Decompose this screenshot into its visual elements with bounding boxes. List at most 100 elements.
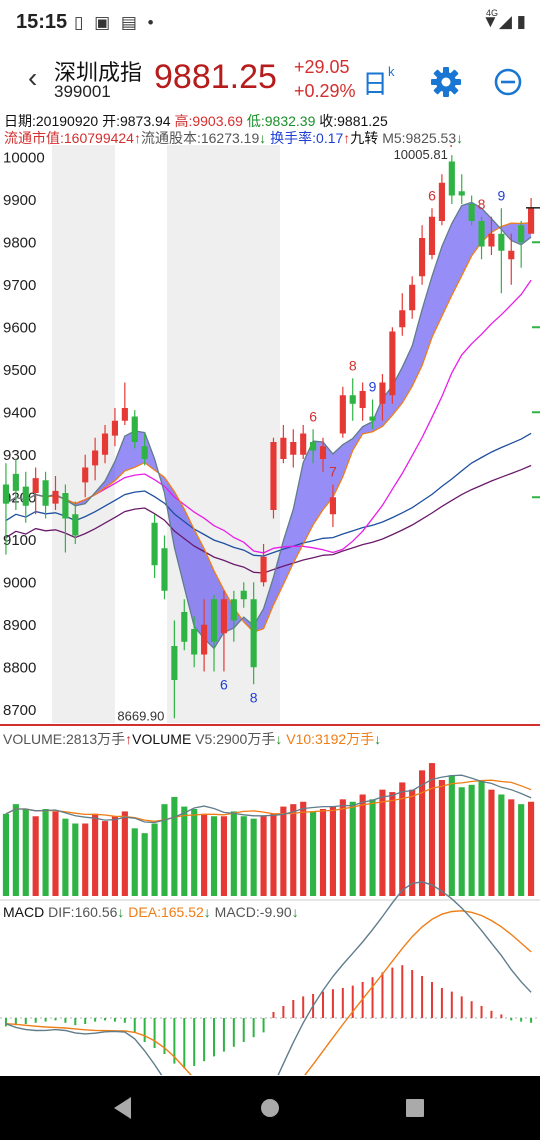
remove-circle-icon[interactable] bbox=[494, 68, 522, 96]
candle-body bbox=[528, 207, 535, 234]
high-value: 高:9903.69 bbox=[174, 113, 243, 129]
volume-bar bbox=[22, 809, 29, 896]
status-time: 15:15 bbox=[16, 11, 68, 33]
network-type-label: 4G bbox=[485, 8, 498, 18]
volume-value: VOLUME:2813万手 bbox=[3, 731, 126, 747]
dif-value: DIF:160.56 bbox=[48, 904, 118, 920]
stock-chart[interactable]: 1000099009800970096009500940093009200910… bbox=[0, 145, 540, 1075]
index-code: 399001 bbox=[54, 82, 111, 101]
volume-bar bbox=[32, 816, 39, 896]
y-tick-label: 9900 bbox=[3, 192, 36, 209]
volume-bar bbox=[12, 804, 19, 896]
market-cap-value: 流通市值:160799424 bbox=[4, 130, 134, 146]
candle-body bbox=[409, 284, 416, 311]
candle-body bbox=[230, 599, 237, 621]
candle-body bbox=[12, 473, 19, 491]
candle-body bbox=[369, 416, 376, 421]
volume-bar bbox=[201, 813, 208, 896]
volume-indicator-name: VOLUME bbox=[132, 731, 192, 747]
candle-body bbox=[379, 382, 386, 404]
volume-bar bbox=[92, 813, 99, 896]
td-sequence-label: 8 bbox=[478, 196, 486, 212]
candle-body bbox=[478, 221, 485, 247]
candle-body bbox=[468, 204, 475, 221]
volume-bar bbox=[399, 782, 406, 896]
signal-battery-icons: ▼◢ ▮ bbox=[482, 12, 526, 31]
volume-bar bbox=[72, 823, 79, 896]
volume-bar bbox=[2, 813, 10, 896]
volume-bar bbox=[210, 816, 218, 896]
volume-bar bbox=[329, 806, 336, 896]
period-selector-button[interactable]: 日k bbox=[362, 64, 395, 101]
volume-bar bbox=[101, 821, 109, 896]
candle-body bbox=[458, 191, 465, 196]
index-price: 9881.25 bbox=[154, 58, 277, 96]
nav-recents-icon[interactable] bbox=[406, 1099, 424, 1117]
candle-body bbox=[62, 493, 69, 519]
candle-body bbox=[508, 250, 515, 260]
ohlc-info-line: 日期:20190920 开:9873.94 高:9903.69 低:9832.3… bbox=[4, 111, 388, 131]
volume-bar bbox=[468, 784, 475, 896]
candle-body bbox=[2, 484, 10, 504]
volume-bar bbox=[62, 818, 69, 896]
arrow-down-icon: ↓ bbox=[117, 904, 125, 920]
candle-body bbox=[310, 442, 317, 451]
arrow-up-icon: ↑ bbox=[133, 130, 141, 146]
status-bar: 15:15 ▯ ▣ ▤ • 4G ▼◢ ▮ bbox=[0, 0, 540, 48]
dea-line bbox=[5, 910, 532, 1075]
candle-body bbox=[201, 624, 208, 655]
y-tick-label: 9600 bbox=[3, 319, 36, 336]
volume-bar bbox=[458, 787, 465, 896]
candle-body bbox=[52, 490, 59, 504]
candle-body bbox=[428, 216, 436, 255]
candle-body bbox=[498, 233, 505, 251]
candle-body bbox=[389, 331, 396, 396]
volume-bar bbox=[438, 780, 445, 896]
volume-bar bbox=[349, 801, 356, 896]
volume-bar bbox=[42, 809, 49, 896]
arrow-down-icon: ↓ bbox=[203, 904, 211, 920]
candle-body bbox=[518, 225, 525, 243]
candle-body bbox=[72, 514, 79, 536]
td-sequence-label: 8 bbox=[250, 689, 258, 705]
candle-body bbox=[280, 437, 287, 459]
candle-body bbox=[300, 433, 307, 455]
dif-line bbox=[5, 881, 532, 1075]
arrow-down-icon: ↓ bbox=[259, 130, 267, 146]
candle-body bbox=[141, 446, 148, 459]
price-change: +29.05 bbox=[294, 57, 350, 77]
index-name: 深圳成指 bbox=[54, 60, 143, 85]
y-tick-label: 8900 bbox=[3, 617, 36, 634]
candle-body bbox=[151, 522, 158, 566]
candle-body bbox=[399, 310, 406, 328]
macd-value: MACD:-9.90 bbox=[214, 904, 292, 920]
back-button[interactable]: ‹ bbox=[28, 62, 38, 93]
y-tick-label: 9400 bbox=[3, 404, 36, 421]
volume-bar bbox=[230, 811, 237, 896]
nine-turn-label: 九转 bbox=[350, 130, 379, 146]
nav-back-icon[interactable] bbox=[114, 1097, 131, 1119]
date-value: 日期:20190920 bbox=[4, 113, 99, 129]
dea-value: DEA:165.52 bbox=[128, 904, 204, 920]
arrow-down-icon: ↓ bbox=[275, 731, 283, 747]
period-sub-label: k bbox=[388, 64, 395, 79]
market-info-line: 流通市值:160799424↑流通股本:16273.19↓ 换手率:0.17↑九… bbox=[4, 128, 463, 148]
stock-header: ‹ 深圳成指 399001 9881.25 +29.05 +0.29% 日k bbox=[0, 48, 540, 110]
candle-body bbox=[82, 467, 89, 483]
candle-body bbox=[22, 486, 29, 506]
y-tick-label: 9000 bbox=[3, 574, 36, 591]
nav-home-icon[interactable] bbox=[261, 1099, 279, 1117]
y-tick-label: 9300 bbox=[3, 447, 36, 464]
candle-body bbox=[191, 629, 198, 655]
volume-bar bbox=[181, 806, 188, 896]
candle-body bbox=[359, 391, 366, 408]
ma10-line bbox=[5, 222, 532, 633]
float-shares-value: 流通股本:16273.19 bbox=[140, 130, 260, 146]
ma120-line bbox=[5, 464, 532, 574]
volume-bar bbox=[131, 828, 138, 896]
candle-body bbox=[240, 590, 247, 600]
gear-icon[interactable] bbox=[430, 66, 462, 98]
arrow-down-icon: ↓ bbox=[456, 130, 464, 146]
candle-body bbox=[349, 395, 356, 404]
volume-bar bbox=[448, 775, 455, 896]
